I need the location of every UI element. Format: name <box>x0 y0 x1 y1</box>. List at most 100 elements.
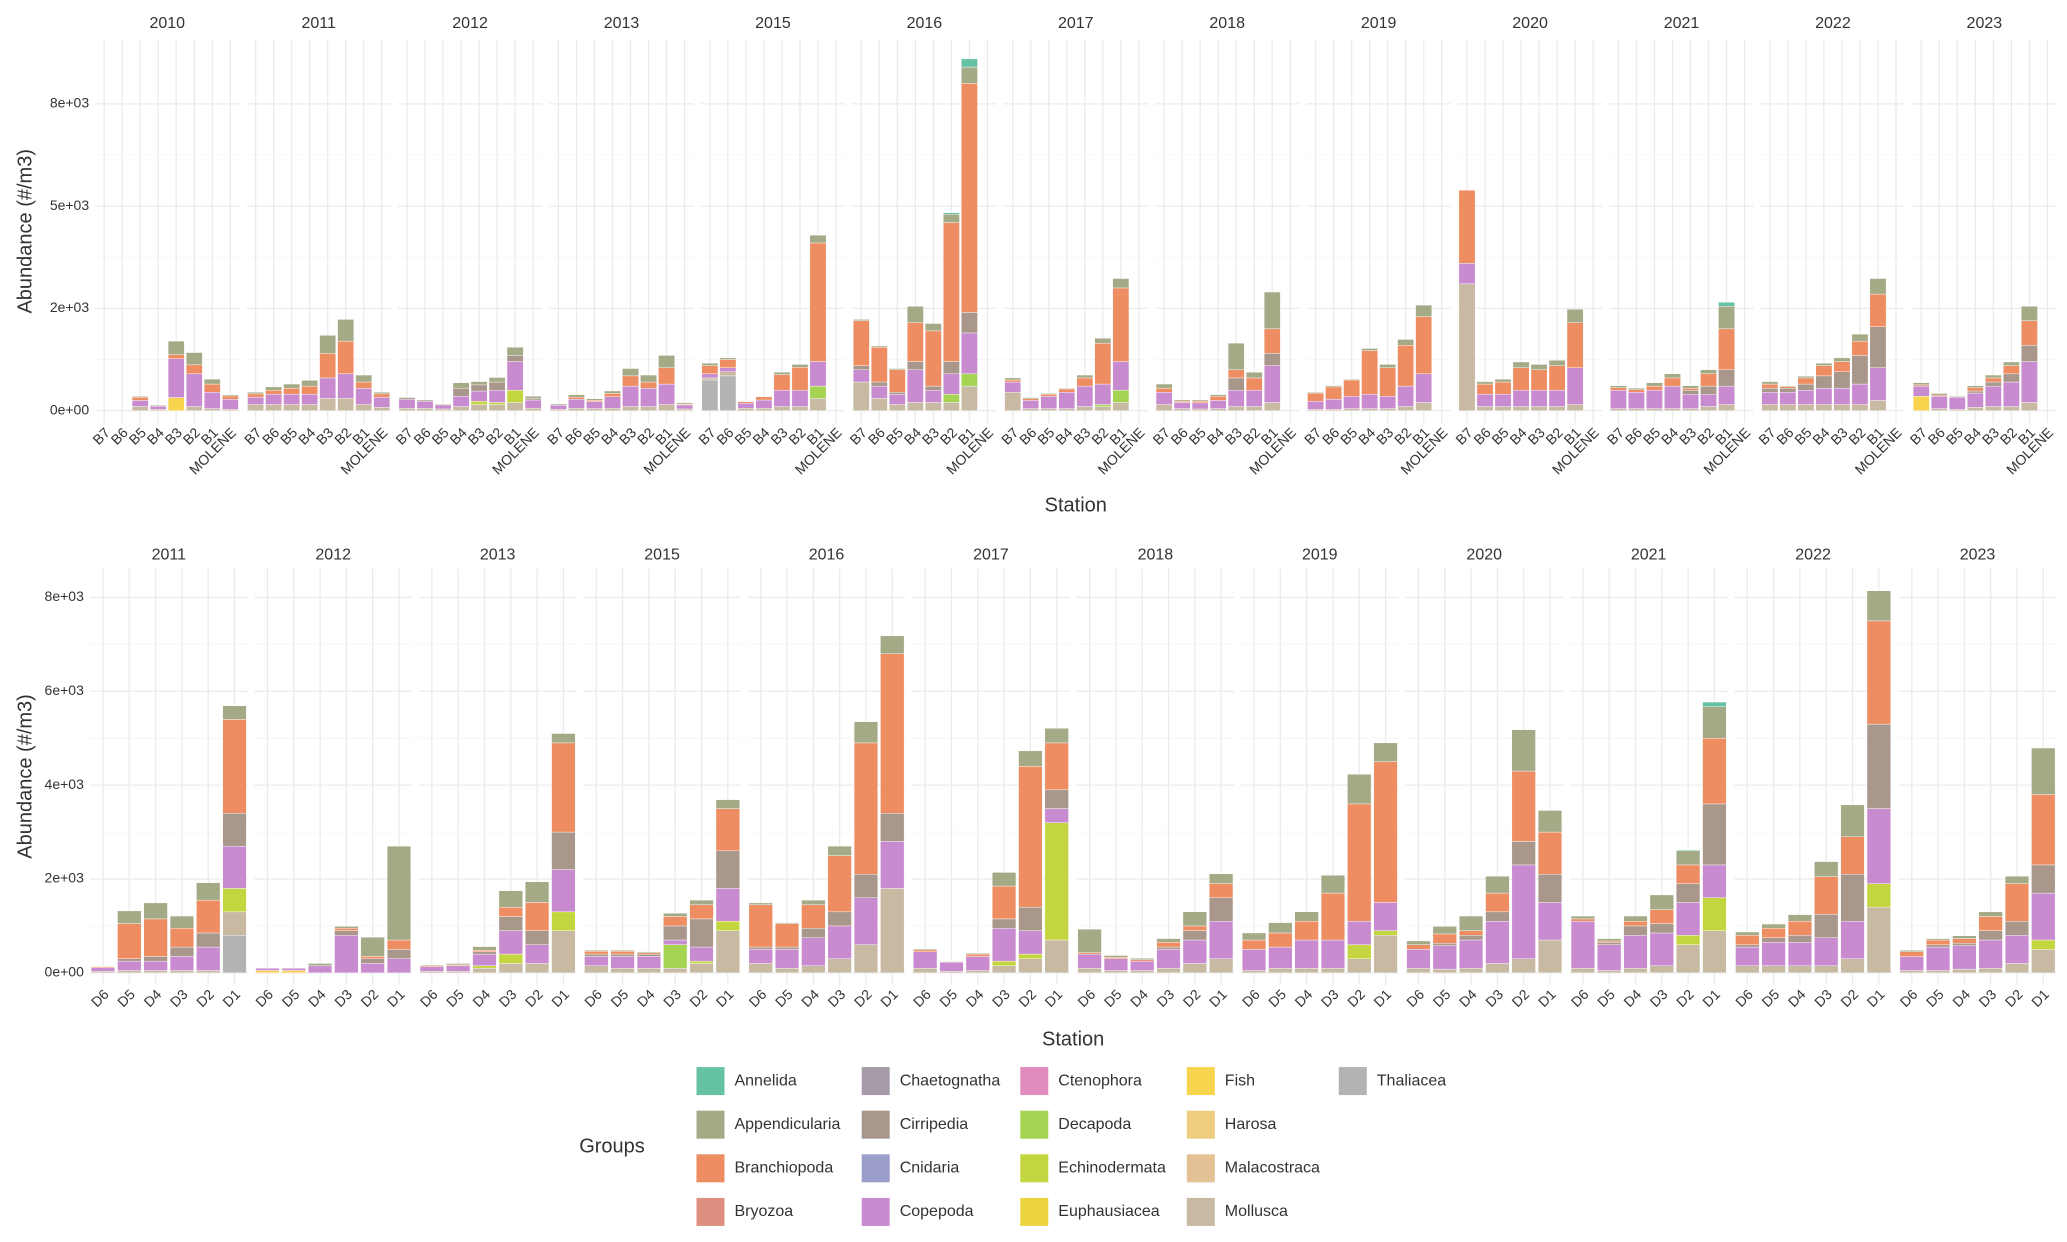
bar-segment <box>498 906 523 917</box>
bar-segment <box>755 407 773 411</box>
bar-segment <box>889 368 906 370</box>
bar-segment <box>939 961 964 972</box>
bar-segment <box>2003 361 2020 366</box>
bar-segment <box>1548 360 1566 366</box>
bar-segment <box>676 404 693 410</box>
bar-segment <box>1173 408 1191 411</box>
bar-segment <box>775 949 800 969</box>
bar-segment <box>1926 946 1951 971</box>
bar-segment <box>1155 404 1173 411</box>
x-tick-label: D2 <box>2002 986 2026 1010</box>
bar-segment <box>167 397 185 411</box>
bar-segment <box>961 58 978 68</box>
x-tick-label: D3 <box>1153 986 1177 1010</box>
bar-segment <box>203 408 221 411</box>
bar-segment <box>1814 913 1839 938</box>
bar-segment <box>360 958 385 964</box>
y-tick-label: 2e+03 <box>45 870 85 886</box>
bar-segment <box>1325 386 1342 400</box>
bar-segment <box>663 913 688 917</box>
bar-segment <box>1112 361 1130 391</box>
bar-segment <box>334 930 359 936</box>
bar-segment <box>1735 931 1760 936</box>
bar-segment <box>1379 364 1396 368</box>
bar-segment <box>1597 944 1622 971</box>
bar-segment <box>1209 408 1227 411</box>
bar-segment <box>1530 364 1548 370</box>
bar-segment <box>715 888 740 922</box>
bar-segment <box>689 946 714 962</box>
bar-segment <box>1379 367 1396 397</box>
bar-segment <box>334 926 359 929</box>
x-tick-label: D3 <box>331 986 355 1010</box>
bar-segment <box>301 380 318 387</box>
bar-segment <box>1702 864 1727 898</box>
bar-segment <box>1241 932 1267 941</box>
bar-segment <box>1245 389 1263 407</box>
x-axis-title: Station <box>1045 494 1107 516</box>
bar-segment <box>636 956 661 969</box>
bar-segment <box>1268 946 1293 969</box>
bar-segment <box>1294 921 1319 941</box>
bar-segment <box>1373 902 1398 931</box>
bar-segment <box>1182 911 1207 927</box>
bar-segment <box>1209 897 1234 922</box>
facet-title: 2013 <box>604 15 640 32</box>
bar-segment <box>1182 930 1207 941</box>
legend-key <box>1186 1067 1215 1096</box>
bar-segment <box>524 399 542 409</box>
facet-title: 2012 <box>315 546 351 563</box>
bar-segment <box>551 831 576 870</box>
bar-segment <box>1676 902 1701 936</box>
bar-segment <box>773 371 791 375</box>
bar-segment <box>1682 385 1699 389</box>
bar-segment <box>265 394 282 405</box>
bar-segment <box>398 397 416 400</box>
bar-segment <box>1512 361 1530 368</box>
bar-segment <box>1851 355 1869 385</box>
bar-segment <box>907 361 924 370</box>
bar-segment <box>1494 378 1512 383</box>
bar-segment <box>586 398 603 401</box>
bar-segment <box>737 407 755 411</box>
bar-segment <box>203 378 221 385</box>
bar-segment <box>1840 874 1865 922</box>
bar-segment <box>965 956 990 971</box>
bar-segment <box>992 885 1017 920</box>
bar-segment <box>1866 590 1891 622</box>
bar-segment <box>852 365 870 370</box>
bar-segment <box>1511 841 1536 866</box>
bar-segment <box>472 951 497 955</box>
bar-segment <box>470 390 488 402</box>
bar-segment <box>498 916 523 931</box>
bar-segment <box>1676 864 1701 884</box>
bar-segment <box>1623 935 1648 969</box>
bar-segment <box>1307 392 1324 394</box>
bar-segment <box>1320 939 1345 969</box>
facet-title: 2021 <box>1664 15 1700 32</box>
bar-segment <box>925 385 942 391</box>
bar-segment <box>1241 949 1267 971</box>
bar-segment <box>1268 922 1293 934</box>
legend-key <box>861 1067 890 1096</box>
bar-segment <box>1676 883 1701 903</box>
facet-title: 2021 <box>1631 546 1667 563</box>
bar-segment <box>1833 361 1851 372</box>
bar-segment <box>1797 377 1815 385</box>
bar-segment <box>1761 381 1779 385</box>
bar-segment <box>773 374 791 391</box>
bar-segment <box>636 951 661 953</box>
bar-segment <box>1156 938 1181 943</box>
bar-segment <box>943 394 960 403</box>
bar-segment <box>1566 367 1584 405</box>
bar-segment <box>568 398 585 409</box>
bar-segment <box>2021 320 2038 346</box>
bar-segment <box>1815 362 1833 366</box>
bar-segment <box>1347 774 1372 805</box>
bar-segment <box>992 960 1017 967</box>
bar-segment <box>1343 408 1360 411</box>
bar-segment <box>1458 263 1476 285</box>
bar-segment <box>360 963 385 974</box>
bar-segment <box>604 393 621 397</box>
facet-title: 2018 <box>1138 546 1174 563</box>
